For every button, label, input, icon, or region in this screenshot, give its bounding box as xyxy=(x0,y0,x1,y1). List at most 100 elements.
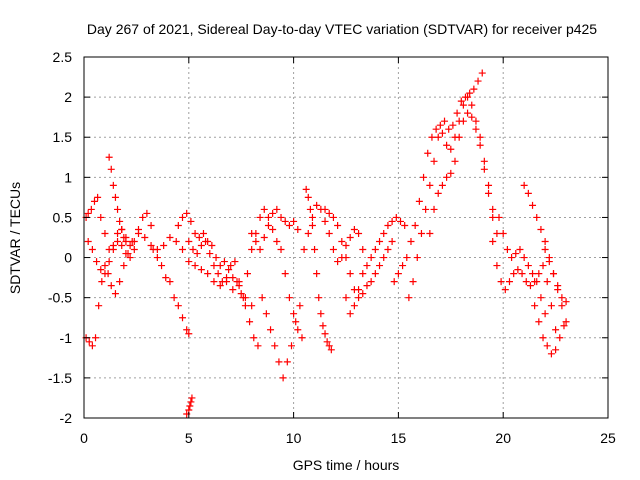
data-point-plus xyxy=(489,238,497,246)
data-point-plus xyxy=(300,246,308,254)
data-point-plus xyxy=(97,213,105,221)
data-point-plus xyxy=(371,270,379,278)
data-point-plus xyxy=(101,229,109,237)
data-point-plus xyxy=(185,238,193,246)
data-point-plus xyxy=(187,217,195,225)
y-tick-label: 1.5 xyxy=(53,129,73,145)
data-point-plus xyxy=(493,229,501,237)
data-point-plus xyxy=(98,278,106,286)
data-point-plus xyxy=(111,290,119,298)
data-point-plus xyxy=(264,213,272,221)
data-point-plus xyxy=(160,242,168,250)
data-point-plus xyxy=(424,149,432,157)
data-point-plus xyxy=(277,213,285,221)
y-tick-label: -2 xyxy=(60,410,73,426)
data-point-plus xyxy=(405,294,413,302)
data-point-plus xyxy=(376,262,384,270)
data-point-plus xyxy=(485,181,493,189)
data-point-plus xyxy=(88,246,96,254)
satellite-track-18 xyxy=(426,109,497,237)
data-point-plus xyxy=(197,242,205,250)
data-point-plus xyxy=(355,294,363,302)
data-point-plus xyxy=(447,169,455,177)
data-point-plus xyxy=(92,334,100,342)
data-point-plus xyxy=(334,221,342,229)
data-point-plus xyxy=(126,242,134,250)
data-point-plus xyxy=(495,213,503,221)
data-point-plus xyxy=(441,117,449,125)
data-point-plus xyxy=(111,193,119,201)
data-point-plus xyxy=(260,205,268,213)
data-point-plus xyxy=(84,238,92,246)
data-point-plus xyxy=(524,189,532,197)
data-point-plus xyxy=(390,278,398,286)
data-point-plus xyxy=(143,209,151,217)
data-point-plus xyxy=(243,270,251,278)
data-point-plus xyxy=(153,254,161,262)
satellite-track-14 xyxy=(321,205,396,302)
y-tick-label: -0.5 xyxy=(48,290,72,306)
data-point-plus xyxy=(139,213,147,221)
data-point-plus xyxy=(508,254,516,262)
data-point-plus xyxy=(531,302,539,310)
data-point-plus xyxy=(206,250,214,258)
data-point-plus xyxy=(380,229,388,237)
data-point-plus xyxy=(417,229,425,237)
data-point-plus xyxy=(285,221,293,229)
satellite-track-19 xyxy=(489,238,560,334)
data-point-plus xyxy=(269,209,277,217)
data-point-plus xyxy=(518,270,526,278)
satellite-track-13 xyxy=(300,201,367,266)
data-point-plus xyxy=(560,322,568,330)
data-point-plus xyxy=(147,242,155,250)
data-point-plus xyxy=(107,165,115,173)
data-point-plus xyxy=(535,270,543,278)
x-tick-label: 20 xyxy=(495,430,511,446)
data-point-plus xyxy=(541,246,549,254)
data-point-plus xyxy=(114,238,122,246)
data-point-plus xyxy=(109,246,117,254)
data-point-plus xyxy=(94,193,102,201)
data-point-plus xyxy=(457,97,465,105)
data-point-plus xyxy=(533,278,541,286)
data-point-plus xyxy=(401,221,409,229)
data-point-plus xyxy=(392,213,400,221)
data-point-plus xyxy=(122,238,130,246)
data-point-plus xyxy=(472,117,480,125)
satellite-track-22 xyxy=(531,302,568,358)
data-point-plus xyxy=(248,246,256,254)
data-point-plus xyxy=(122,250,130,258)
data-point-plus xyxy=(524,262,532,270)
data-point-plus xyxy=(350,225,358,233)
data-point-plus xyxy=(438,181,446,189)
data-point-plus xyxy=(355,229,363,237)
data-point-plus xyxy=(275,358,283,366)
data-point-plus xyxy=(325,229,333,237)
data-point-plus xyxy=(562,318,570,326)
data-point-plus xyxy=(363,262,371,270)
data-point-plus xyxy=(105,153,113,161)
data-point-plus xyxy=(294,326,302,334)
data-point-plus xyxy=(325,342,333,350)
data-point-plus xyxy=(179,314,187,322)
data-point-plus xyxy=(415,197,423,205)
data-point-plus xyxy=(256,246,264,254)
satellite-track-9 xyxy=(243,205,306,342)
data-point-plus xyxy=(556,334,564,342)
data-point-plus xyxy=(426,181,434,189)
y-tick-label: -1 xyxy=(60,330,73,346)
data-point-plus xyxy=(105,258,113,266)
data-point-plus xyxy=(543,278,551,286)
data-point-plus xyxy=(474,77,482,85)
data-point-plus xyxy=(432,125,440,133)
x-tick-label: 25 xyxy=(600,430,616,446)
data-point-plus xyxy=(537,294,545,302)
data-point-plus xyxy=(321,217,329,225)
data-point-plus xyxy=(489,213,497,221)
data-point-plus xyxy=(545,258,553,266)
data-point-plus xyxy=(237,290,245,298)
data-point-plus xyxy=(466,89,474,97)
data-point-plus xyxy=(468,101,476,109)
y-tick-labels: -2 -1.5 -1 -0.5 0 0.5 1 1.5 2 2.5 xyxy=(48,49,72,426)
data-point-plus xyxy=(334,258,342,266)
